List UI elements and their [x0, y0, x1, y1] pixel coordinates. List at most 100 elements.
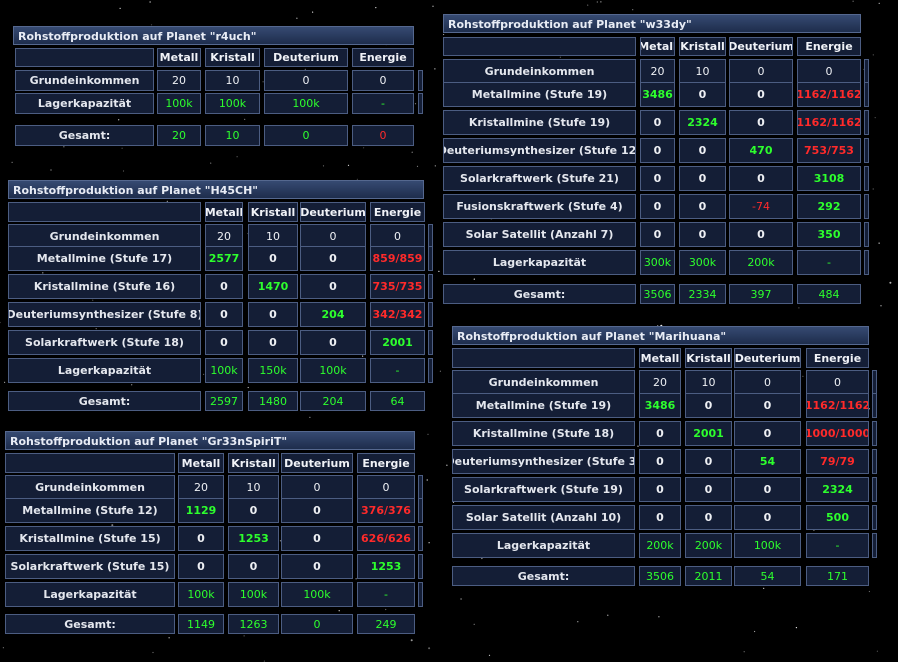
- row-label: Solarkraftwerk (Stufe 15): [5, 554, 175, 579]
- value-metall: 100k: [205, 358, 243, 383]
- column-header-kristall: Kristall: [685, 348, 732, 368]
- row-label: Lagerkapazität: [5, 582, 175, 607]
- value-kristall: 100k: [205, 93, 260, 114]
- total-label: Gesamt:: [15, 125, 154, 146]
- total-label: Gesamt:: [5, 614, 175, 634]
- value-deuterium: 0: [300, 246, 366, 271]
- value-deuterium: 0: [734, 505, 801, 530]
- value-metall: 0: [640, 194, 675, 219]
- value-energie: -: [352, 93, 414, 114]
- value-kristall: 1470: [248, 274, 298, 299]
- value-kristall: 10: [685, 370, 732, 395]
- total-energie: 484: [797, 284, 861, 304]
- row-label: Metallmine (Stufe 19): [443, 82, 636, 107]
- row-extra-cell: [418, 475, 423, 500]
- value-energie: -: [806, 533, 869, 558]
- value-energie: 859/859: [370, 246, 425, 271]
- row-label: Kristallmine (Stufe 16): [8, 274, 201, 299]
- row-extra-cell: [418, 498, 423, 523]
- row-label: Lagerkapazität: [15, 93, 154, 114]
- value-deuterium: 0: [734, 421, 801, 446]
- value-metall: 1129: [178, 498, 224, 523]
- row-label: Metallmine (Stufe 17): [8, 246, 201, 271]
- total-metall: 3506: [639, 566, 681, 586]
- total-kristall: 10: [205, 125, 260, 146]
- row-extra-cell: [872, 370, 877, 395]
- total-energie: 64: [370, 391, 425, 411]
- column-header-kristall: Kristall: [205, 48, 260, 67]
- value-kristall: 0: [228, 554, 279, 579]
- value-deuterium: 0: [300, 330, 366, 355]
- value-deuterium: 0: [734, 393, 801, 418]
- total-kristall: 2011: [685, 566, 732, 586]
- column-header-deuterium: Deuterium: [300, 202, 366, 222]
- panel-title: Rohstoffproduktion auf Planet "r4uch": [13, 26, 414, 45]
- row-extra-cell: [418, 554, 423, 579]
- value-metall: 20: [157, 70, 201, 91]
- value-energie: 0: [797, 59, 861, 84]
- column-header-energie: Energie: [357, 453, 415, 473]
- value-kristall: 100k: [228, 582, 279, 607]
- column-header-energie: Energie: [352, 48, 414, 67]
- value-energie: 1253: [357, 554, 415, 579]
- value-kristall: 0: [679, 166, 726, 191]
- value-metall: 20: [639, 370, 681, 395]
- row-label: Solarkraftwerk (Stufe 18): [8, 330, 201, 355]
- column-header-energie: Energie: [797, 37, 861, 56]
- value-metall: 100k: [178, 582, 224, 607]
- value-deuterium: 0: [281, 526, 353, 551]
- value-kristall: 0: [685, 477, 732, 502]
- value-energie: -: [357, 582, 415, 607]
- row-extra-cell: [864, 110, 869, 135]
- row-label: Grundeinkommen: [5, 475, 175, 500]
- value-metall: 20: [640, 59, 675, 84]
- value-energie: 2324: [806, 477, 869, 502]
- value-energie: 3108: [797, 166, 861, 191]
- value-deuterium: 0: [281, 475, 353, 500]
- total-energie: 171: [806, 566, 869, 586]
- value-energie: 0: [357, 475, 415, 500]
- column-header-metall: Metall: [639, 348, 681, 368]
- row-label: Kristallmine (Stufe 15): [5, 526, 175, 551]
- value-deuterium: 100k: [300, 358, 366, 383]
- column-header-kristall: Kristall: [248, 202, 298, 222]
- value-deuterium: 100k: [264, 93, 348, 114]
- total-energie: 249: [357, 614, 415, 634]
- row-extra-cell: [428, 358, 433, 383]
- row-label: Deuteriumsynthesizer (Stufe 3): [452, 449, 635, 474]
- value-energie: 500: [806, 505, 869, 530]
- value-metall: 3486: [640, 82, 675, 107]
- value-deuterium: 0: [264, 70, 348, 91]
- value-metall: 300k: [640, 250, 675, 275]
- value-metall: 20: [178, 475, 224, 500]
- value-kristall: 200k: [685, 533, 732, 558]
- value-energie: 735/735: [370, 274, 425, 299]
- value-energie: 626/626: [357, 526, 415, 551]
- row-extra-cell: [428, 246, 433, 271]
- value-deuterium: 0: [734, 477, 801, 502]
- total-metall: 1149: [178, 614, 224, 634]
- value-kristall: 1253: [228, 526, 279, 551]
- total-label: Gesamt:: [452, 566, 635, 586]
- value-kristall: 2324: [679, 110, 726, 135]
- row-label: Deuteriumsynthesizer (Stufe 12): [443, 138, 636, 163]
- value-metall: 100k: [157, 93, 201, 114]
- value-kristall: 0: [685, 449, 732, 474]
- row-label: Grundeinkommen: [443, 59, 636, 84]
- row-label: Metallmine (Stufe 12): [5, 498, 175, 523]
- row-extra-cell: [864, 82, 869, 107]
- value-deuterium: 0: [300, 224, 366, 249]
- value-metall: 3486: [639, 393, 681, 418]
- value-energie: 342/342: [370, 302, 425, 327]
- value-metall: 0: [640, 110, 675, 135]
- value-kristall: 0: [679, 138, 726, 163]
- value-kristall: 0: [248, 302, 298, 327]
- row-label: Fusionskraftwerk (Stufe 4): [443, 194, 636, 219]
- column-header-deuterium: Deuterium: [281, 453, 353, 473]
- value-kristall: 0: [248, 330, 298, 355]
- value-metall: 0: [639, 477, 681, 502]
- value-energie: 292: [797, 194, 861, 219]
- row-extra-cell: [872, 477, 877, 502]
- value-energie: 753/753: [797, 138, 861, 163]
- value-energie: -: [797, 250, 861, 275]
